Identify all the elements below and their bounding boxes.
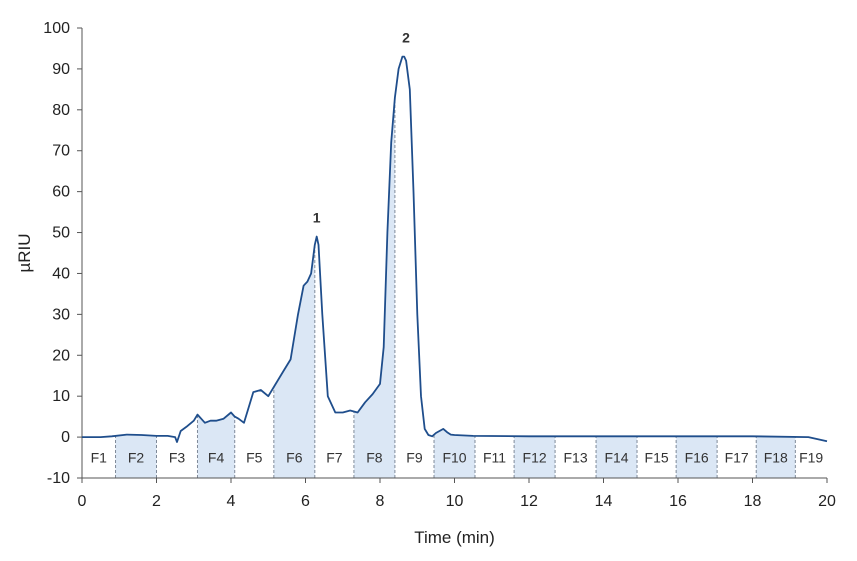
fraction-label: F13 — [564, 450, 588, 466]
fraction-label: F5 — [246, 450, 263, 466]
y-tick-label: 20 — [52, 347, 70, 364]
fraction-shade-F4 — [197, 412, 235, 478]
y-tick-label: 30 — [52, 306, 70, 323]
x-tick-label: 8 — [376, 493, 385, 510]
x-tick-label: 0 — [78, 493, 87, 510]
y-tick-label: 80 — [52, 102, 70, 119]
fraction-label: F17 — [725, 450, 749, 466]
fraction-label: F10 — [442, 450, 466, 466]
x-tick-label: 4 — [227, 493, 236, 510]
x-tick-label: 18 — [744, 493, 762, 510]
y-tick-label: 90 — [52, 61, 70, 78]
x-axis-title: Time (min) — [414, 528, 495, 547]
y-tick-label: 60 — [52, 184, 70, 201]
fraction-label: F1 — [91, 450, 108, 466]
fraction-label: F3 — [169, 450, 186, 466]
fraction-shade-F14 — [596, 436, 638, 478]
y-tick-label: 50 — [52, 225, 70, 242]
fraction-label: F9 — [406, 450, 423, 466]
fraction-label: F6 — [286, 450, 303, 466]
fraction-shade-F2 — [115, 434, 157, 478]
fraction-shade-F6 — [273, 244, 315, 478]
fraction-shade-F12 — [514, 436, 556, 478]
x-tick-label: 16 — [669, 493, 687, 510]
x-tick-label: 2 — [152, 493, 161, 510]
y-tick-label: 100 — [43, 20, 70, 37]
y-tick-label: 70 — [52, 143, 70, 160]
y-tick-label: 40 — [52, 265, 70, 282]
fraction-label: F8 — [366, 450, 383, 466]
x-tick-label: 10 — [446, 493, 464, 510]
peak-label-2: 2 — [402, 30, 410, 46]
x-tick-label: 12 — [520, 493, 538, 510]
x-tick-label: 20 — [818, 493, 836, 510]
y-axis-title: µRIU — [15, 233, 34, 272]
y-tick-label: 0 — [61, 429, 70, 446]
fraction-label: F18 — [764, 450, 788, 466]
fraction-label: F12 — [523, 450, 547, 466]
y-tick-label: 10 — [52, 388, 70, 405]
x-tick-label: 6 — [301, 493, 310, 510]
y-tick-label: -10 — [47, 470, 70, 487]
fraction-label: F11 — [483, 450, 506, 466]
fraction-shade-F16 — [676, 436, 718, 478]
fraction-label: F14 — [604, 450, 628, 466]
x-tick-label: 14 — [595, 493, 613, 510]
fraction-label: F7 — [326, 450, 343, 466]
fraction-shade-F10 — [434, 428, 475, 478]
series-line — [82, 55, 828, 443]
fraction-label: F2 — [128, 450, 145, 466]
fraction-label: F16 — [685, 450, 709, 466]
fraction-shade-F18 — [756, 436, 796, 478]
fraction-label: F19 — [799, 450, 823, 466]
fraction-label: F15 — [645, 450, 669, 466]
peak-label-1: 1 — [313, 210, 321, 226]
fraction-label: F4 — [208, 450, 225, 466]
fraction-shade-F8 — [353, 97, 395, 478]
